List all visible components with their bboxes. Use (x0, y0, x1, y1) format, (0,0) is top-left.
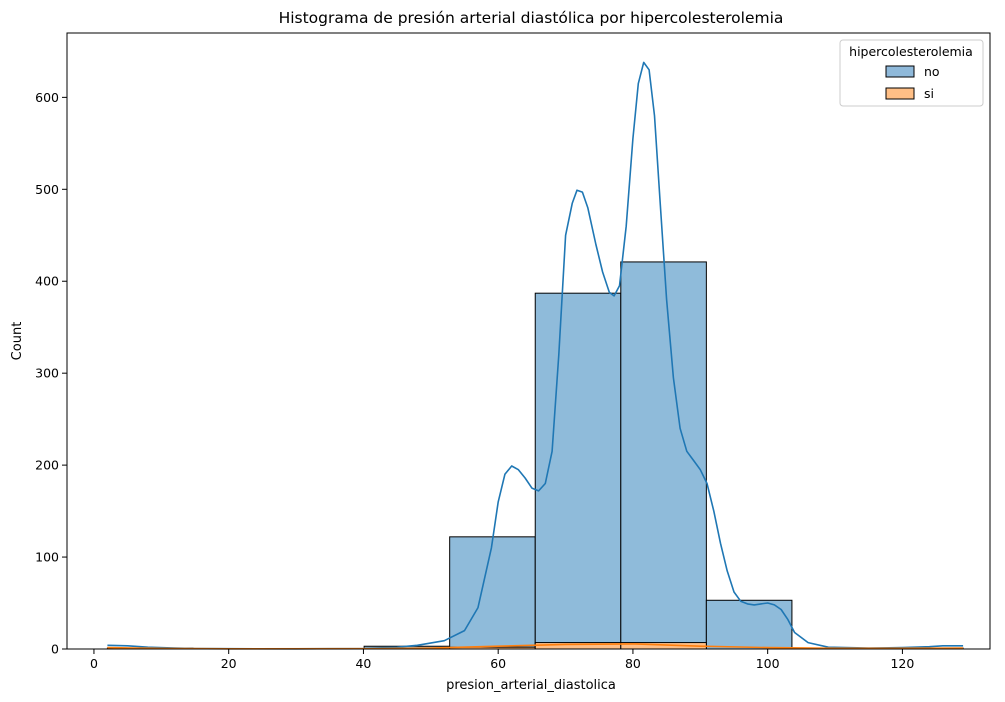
plot-area (106, 61, 964, 650)
bar-no-5 (534, 292, 622, 650)
legend-label-no: no (924, 64, 940, 79)
axes: 0 20 40 60 80 100 120 0 100 200 300 400 500 600 (35, 90, 914, 671)
legend: hipercolesterolemia no si (839, 39, 984, 107)
x-tick-label: 120 (890, 656, 914, 671)
y-tick-label: 500 (35, 182, 59, 197)
legend-swatch-si (885, 87, 915, 100)
legend-swatch-no (885, 65, 915, 78)
plot-frame (66, 32, 991, 650)
y-tick-label: 600 (35, 90, 59, 105)
x-tick-label: 0 (90, 656, 98, 671)
bar-no-7 (705, 599, 793, 650)
x-tick-label: 100 (756, 656, 780, 671)
x-tick-label: 80 (625, 656, 641, 671)
y-tick-label: 300 (35, 366, 59, 381)
y-tick-label: 100 (35, 550, 59, 565)
chart-title: Histograma de presión arterial diastólic… (279, 9, 784, 27)
x-tick-label: 40 (355, 656, 371, 671)
legend-label-si: si (924, 86, 934, 101)
y-tick-label: 400 (35, 274, 59, 289)
y-tick-label: 200 (35, 458, 59, 473)
kde-line-no (107, 61, 964, 650)
x-tick-label: 60 (490, 656, 506, 671)
y-tick-label: 0 (51, 642, 59, 657)
bar-no-6 (620, 261, 707, 650)
y-axis-label: Count (10, 322, 25, 361)
legend-title: hipercolesterolemia (849, 44, 973, 59)
x-tick-label: 20 (221, 656, 237, 671)
x-axis-label: presion_arterial_diastolica (446, 678, 616, 693)
